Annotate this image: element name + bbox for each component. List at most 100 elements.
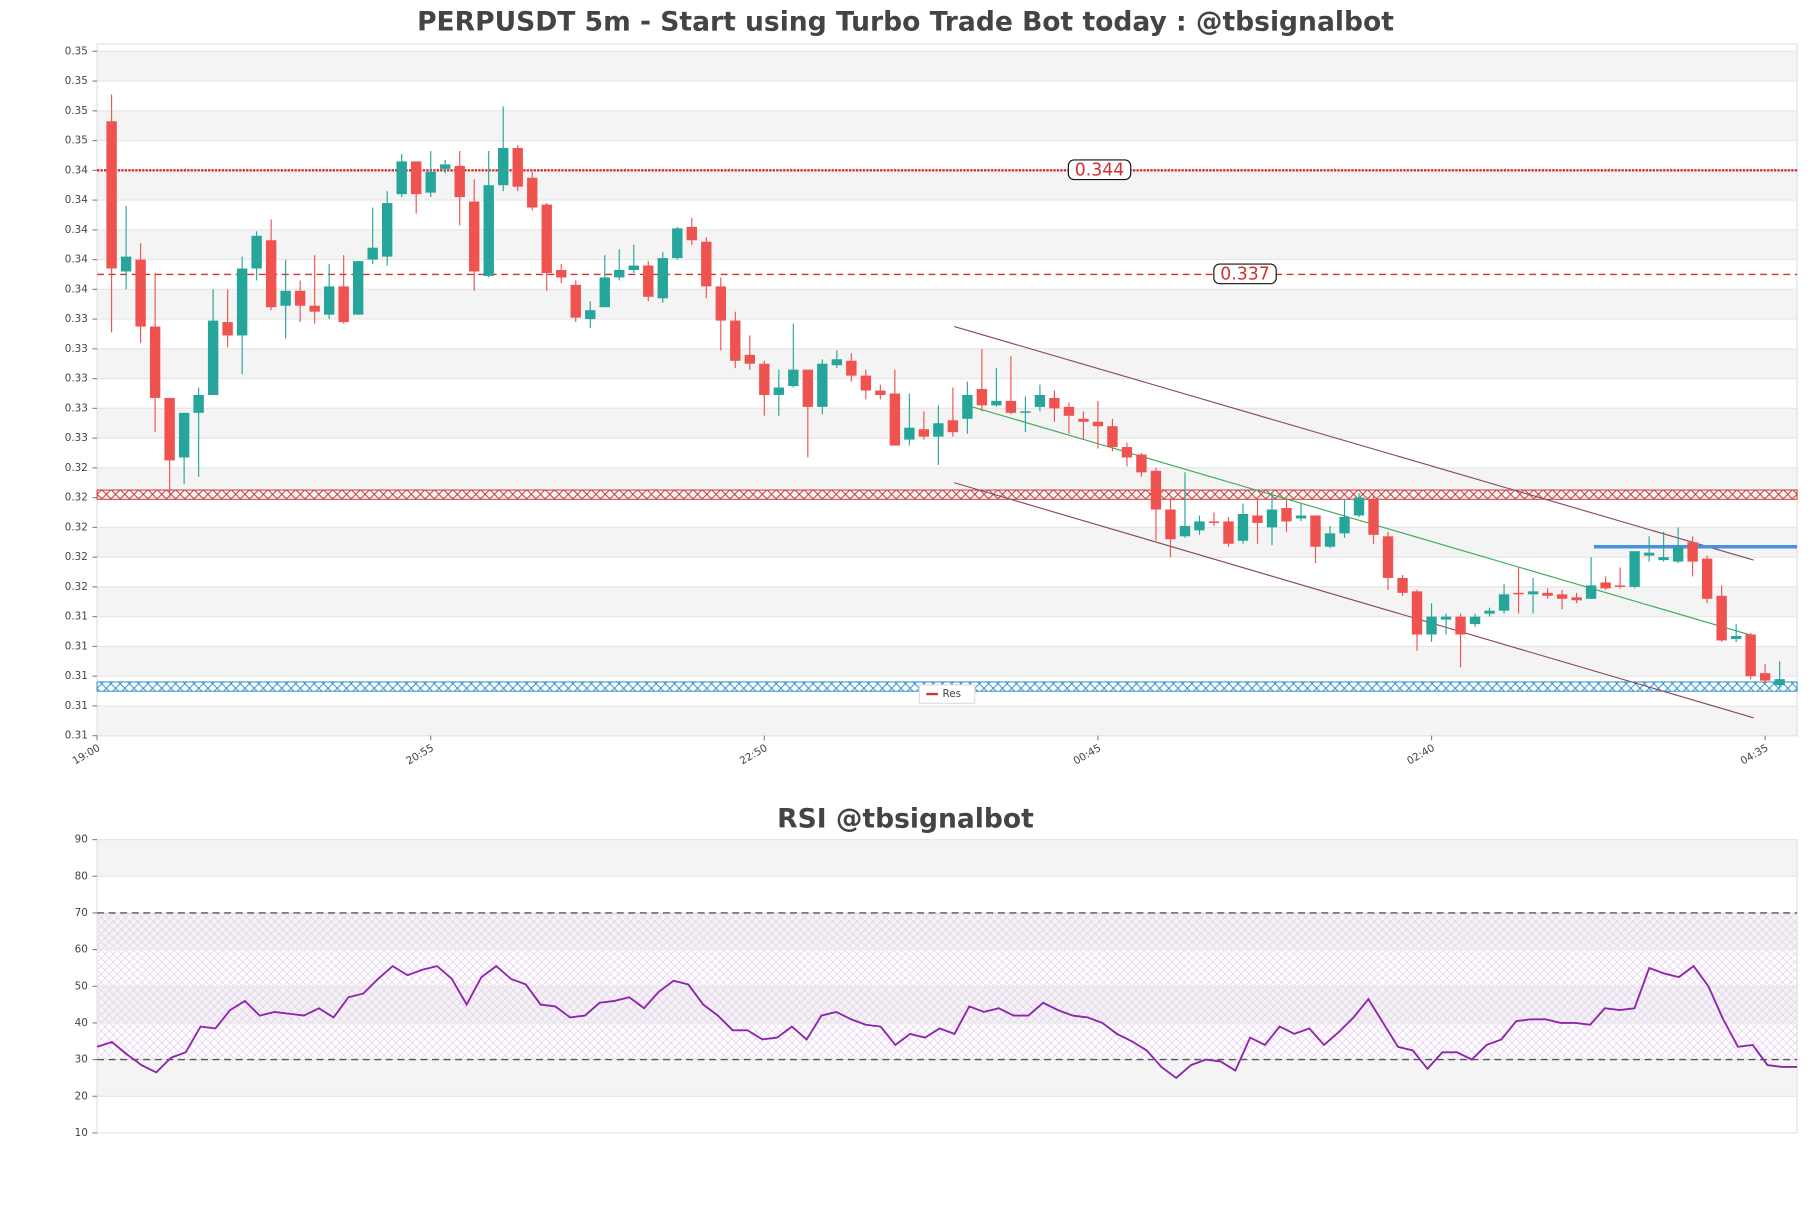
y-tick-label: 0.34: [65, 194, 88, 206]
candle-body: [962, 394, 973, 419]
y-tick-label: 0.31: [65, 640, 88, 652]
candle-body: [1194, 521, 1205, 531]
candle-body: [947, 420, 959, 433]
y-tick-label: 0.34: [65, 164, 88, 176]
plot-frame: [96, 43, 1798, 737]
band: [97, 646, 1798, 677]
band: [97, 348, 1798, 379]
candle-body: [1498, 594, 1510, 611]
candle-body: [860, 375, 872, 391]
y-tick-label: 0.35: [65, 135, 88, 147]
y-tick-label: 0.33: [65, 432, 88, 444]
candle-body: [1121, 447, 1133, 458]
y-tick-label: 0.34: [65, 254, 88, 266]
candle-body: [1484, 610, 1495, 614]
legend-box: [918, 684, 976, 704]
candle-body: [976, 389, 988, 406]
band: [97, 1059, 1798, 1097]
candle-body: [1440, 616, 1452, 620]
candle-body: [1339, 516, 1350, 534]
candle-body: [1063, 406, 1075, 416]
candle-body: [1208, 521, 1220, 523]
candle-body: [846, 360, 857, 376]
candle-body: [817, 363, 828, 407]
y-tick-label: 0.32: [65, 492, 88, 504]
candle-body: [904, 427, 915, 440]
candle-body: [1368, 499, 1379, 535]
candle-body: [1716, 595, 1727, 641]
candle-body: [1643, 552, 1655, 556]
candle-body: [1730, 635, 1742, 639]
trendline: [954, 482, 1754, 719]
candle-body: [570, 284, 581, 318]
candle-body: [469, 201, 480, 272]
candle-body: [614, 270, 625, 278]
candle-body: [410, 161, 422, 195]
band: [97, 110, 1798, 141]
candle-body: [323, 286, 335, 315]
candle-body: [1527, 591, 1539, 595]
level-label: 0.337: [1220, 264, 1270, 284]
candle-body: [1165, 509, 1176, 540]
y-tick-label: 70: [75, 907, 88, 919]
x-tick-label: 02:40: [1405, 742, 1437, 767]
y-tick-label: 0.31: [65, 611, 88, 623]
candle-body: [831, 359, 843, 366]
y-tick-label: 0.33: [65, 402, 88, 414]
y-tick-label: 0.32: [65, 551, 88, 563]
candle-body: [599, 277, 610, 308]
zone: [96, 489, 1798, 500]
level-label-box: [1067, 159, 1132, 181]
candle-body: [1005, 400, 1017, 413]
candle-body: [1092, 421, 1104, 427]
y-tick-label: 0.32: [65, 521, 88, 533]
candle-body: [889, 393, 901, 446]
y-tick-label: 0.34: [65, 224, 88, 236]
candle-body: [1701, 558, 1713, 599]
candle-body: [454, 165, 465, 198]
y-tick-label: 90: [75, 834, 88, 846]
band: [97, 51, 1798, 82]
candle-body: [1513, 592, 1524, 595]
candle-body: [1745, 634, 1756, 677]
candle-body: [309, 305, 320, 312]
candle-body: [1382, 536, 1394, 578]
candle-body: [628, 265, 639, 271]
candle-body: [802, 369, 814, 407]
y-tick-label: 60: [75, 944, 88, 956]
y-tick-label: 0.35: [65, 75, 88, 87]
y-tick-label: 0.35: [65, 45, 88, 57]
candle-body: [1469, 616, 1481, 625]
y-tick-label: 0.35: [65, 105, 88, 117]
y-tick-label: 0.33: [65, 313, 88, 325]
y-tick-label: 0.31: [65, 730, 88, 742]
candle-body: [1759, 673, 1771, 681]
level-label-box: [1213, 263, 1277, 285]
rsi-title: RSI @tbsignalbot: [777, 803, 1034, 834]
x-tick-label: 20:55: [404, 742, 436, 767]
y-tick-label: 20: [75, 1090, 88, 1102]
candle-body: [1020, 411, 1031, 413]
candle-body: [1556, 594, 1568, 599]
legend-label: Res: [942, 688, 961, 700]
candle-body: [120, 256, 132, 272]
candle-body: [207, 320, 219, 395]
band: [97, 527, 1798, 558]
band: [97, 170, 1798, 201]
x-tick-label: 04:35: [1739, 742, 1771, 767]
candle-body: [1223, 521, 1234, 544]
candle-body: [672, 228, 683, 259]
trendline: [954, 325, 1754, 561]
candle-body: [918, 429, 930, 437]
candle-body: [1136, 454, 1147, 473]
candle-body: [1672, 546, 1684, 562]
candle-body: [1571, 597, 1582, 601]
candle-body: [1455, 616, 1466, 635]
candle-body: [251, 235, 262, 269]
candle-body: [396, 161, 407, 195]
candle-body: [1585, 585, 1597, 599]
candle-body: [164, 397, 175, 461]
candle-body: [1107, 426, 1118, 448]
